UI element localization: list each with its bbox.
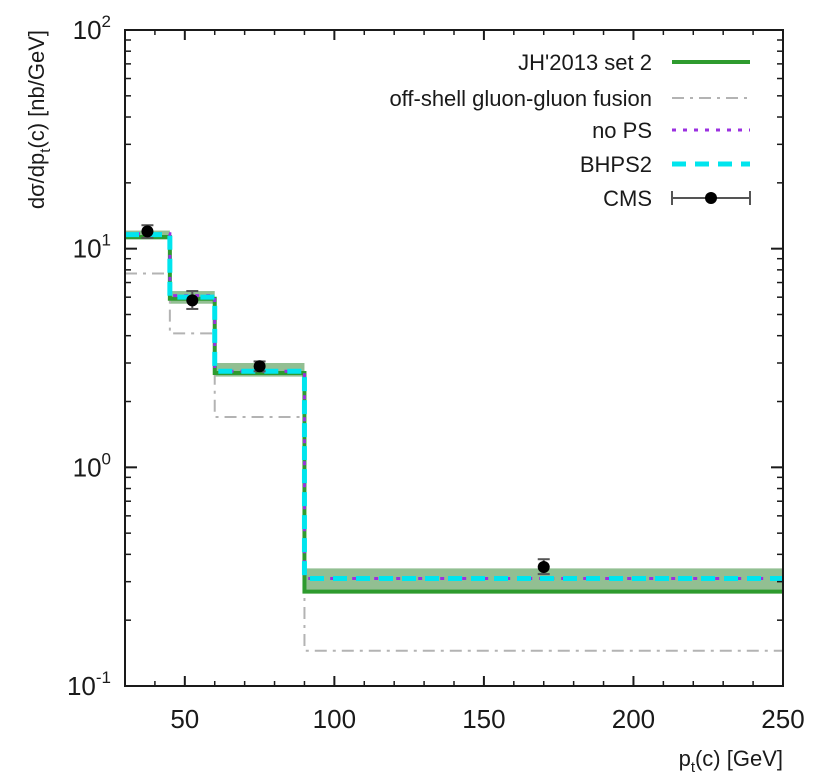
series-line-3 xyxy=(125,232,783,582)
y-axis-title: dσ/dpt(c) [nb/GeV] xyxy=(24,30,54,209)
axes-layer: 50 100 150 200 250 10-1 100 101 102 pt(c) [GeV] dσ… xyxy=(24,12,805,776)
x-tick-label-1: 100 xyxy=(313,704,356,734)
data-point-2 xyxy=(253,360,266,373)
series-line-0 xyxy=(125,235,783,594)
y-tick-label-2: 101 xyxy=(73,231,111,264)
series-line-1 xyxy=(125,272,783,652)
series-line-2 xyxy=(125,232,783,581)
legend-label-2: no PS xyxy=(592,118,652,143)
legend: JH'2013 set 2 off-shell gluon-gluon fusio… xyxy=(389,50,751,211)
x-tick-label-0: 50 xyxy=(170,704,199,734)
y-tick-label-1: 100 xyxy=(73,449,111,482)
legend-label-0: JH'2013 set 2 xyxy=(518,50,652,75)
legend-swatch-cms-dot xyxy=(705,192,717,204)
legend-label-1: off-shell gluon-gluon fusion xyxy=(389,86,652,111)
legend-label-3: BHPS2 xyxy=(580,152,652,177)
uncertainty-band-layer xyxy=(125,230,783,594)
y-tick-label-3: 102 xyxy=(73,12,111,45)
x-axis-title: pt(c) [GeV] xyxy=(679,746,783,776)
data-point-3 xyxy=(537,561,550,574)
y-tick-label-0: 10-1 xyxy=(67,668,111,701)
x-tick-label-3: 200 xyxy=(612,704,655,734)
data-points-layer xyxy=(141,224,550,576)
x-tick-label-4: 250 xyxy=(761,704,804,734)
data-point-0 xyxy=(141,225,154,238)
data-point-1 xyxy=(186,294,199,307)
series-lines-layer xyxy=(125,232,783,652)
x-tick-label-2: 150 xyxy=(462,704,505,734)
legend-label-cms: CMS xyxy=(603,186,652,211)
